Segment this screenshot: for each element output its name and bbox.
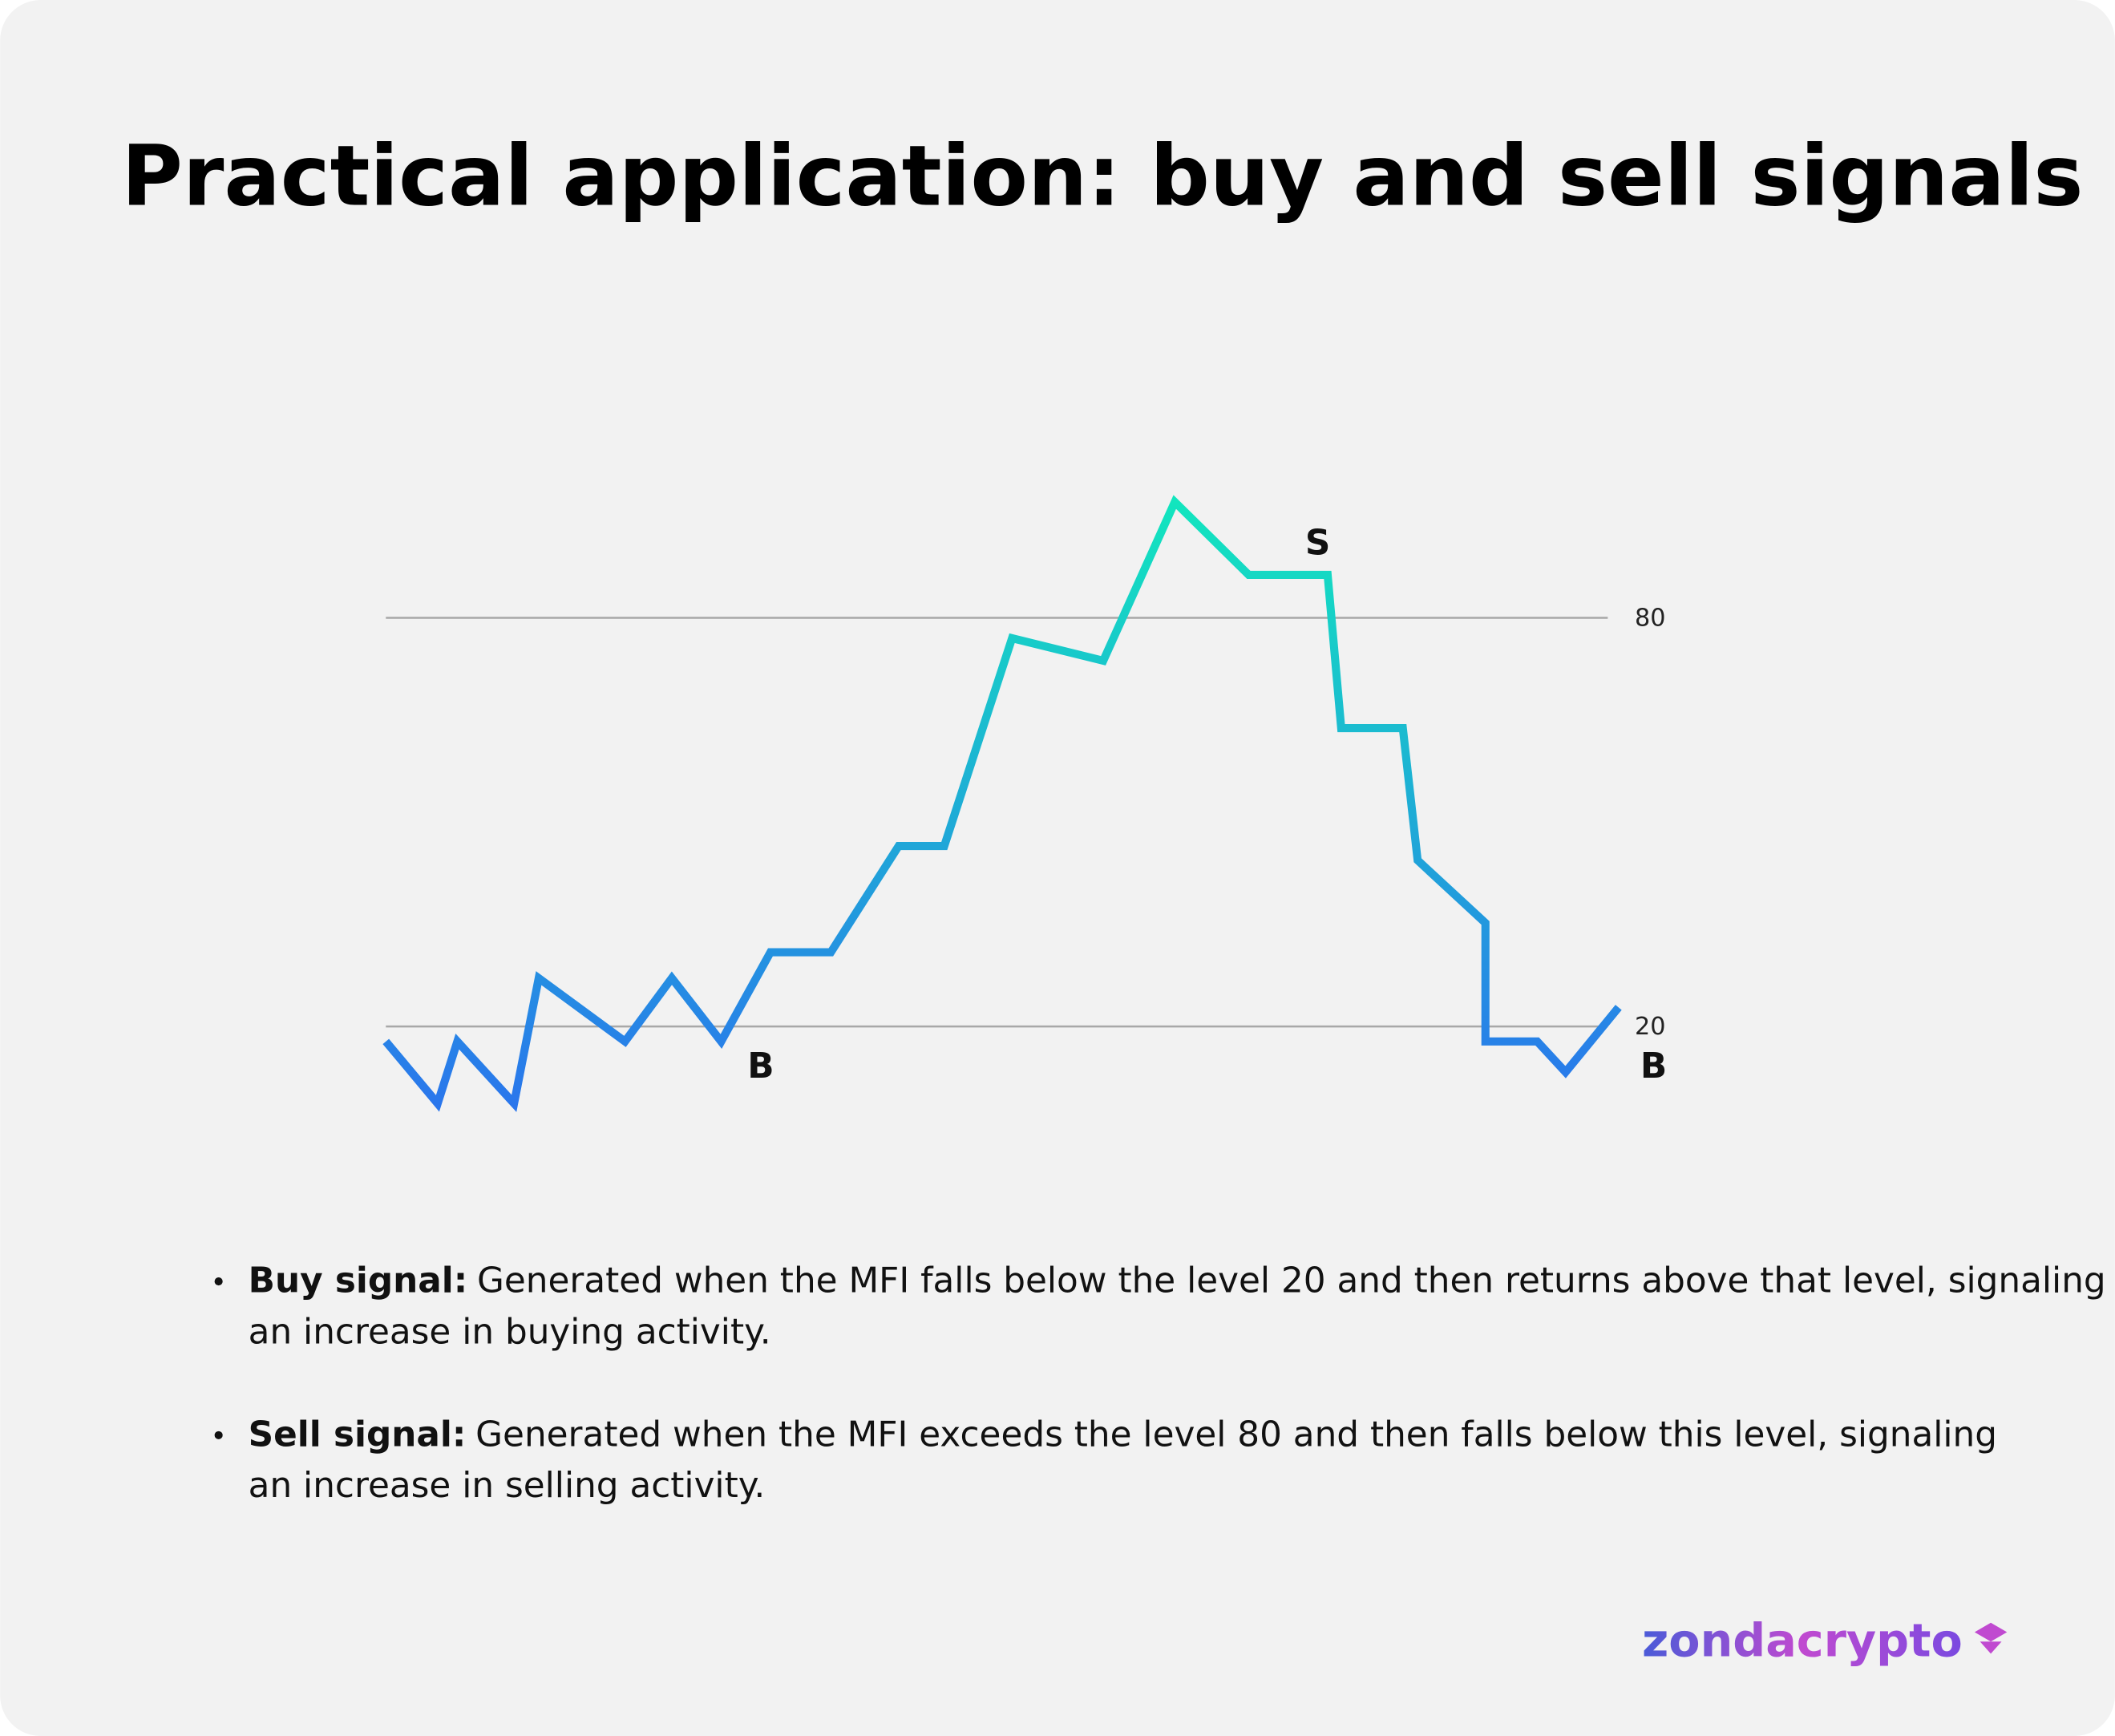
y-tick-label: 20 (1635, 1013, 1666, 1041)
logo-icon (1974, 1622, 2008, 1654)
bullet-label: Sell signal: (249, 1414, 467, 1455)
bullet-text: an increase in selling activity. (249, 1465, 766, 1506)
logo: zondacrypto (1642, 1615, 1963, 1668)
bullet-dot (214, 1277, 223, 1286)
annotation: B (747, 1046, 774, 1087)
bullet-text: Generated when the MFI exceeds the level… (475, 1414, 1997, 1455)
y-tick-label: 80 (1635, 605, 1666, 633)
bullet-text: an increase in buying activity. (249, 1311, 771, 1352)
bullet-line: Buy signal: Generated when the MFI falls … (249, 1261, 2106, 1301)
bullet-label: Buy signal: (249, 1261, 468, 1301)
bullets: Buy signal: Generated when the MFI falls … (214, 1261, 2106, 1506)
bullet-line: Sell signal: Generated when the MFI excee… (249, 1414, 1997, 1455)
bullet-dot (214, 1430, 223, 1439)
annotation: S (1305, 522, 1331, 563)
title: Practical application: buy and sell sign… (122, 127, 2084, 225)
mfi-line (382, 495, 1622, 1112)
bullet-text: Generated when the MFI falls below the l… (477, 1261, 2106, 1301)
annotation: B (1640, 1046, 1667, 1087)
